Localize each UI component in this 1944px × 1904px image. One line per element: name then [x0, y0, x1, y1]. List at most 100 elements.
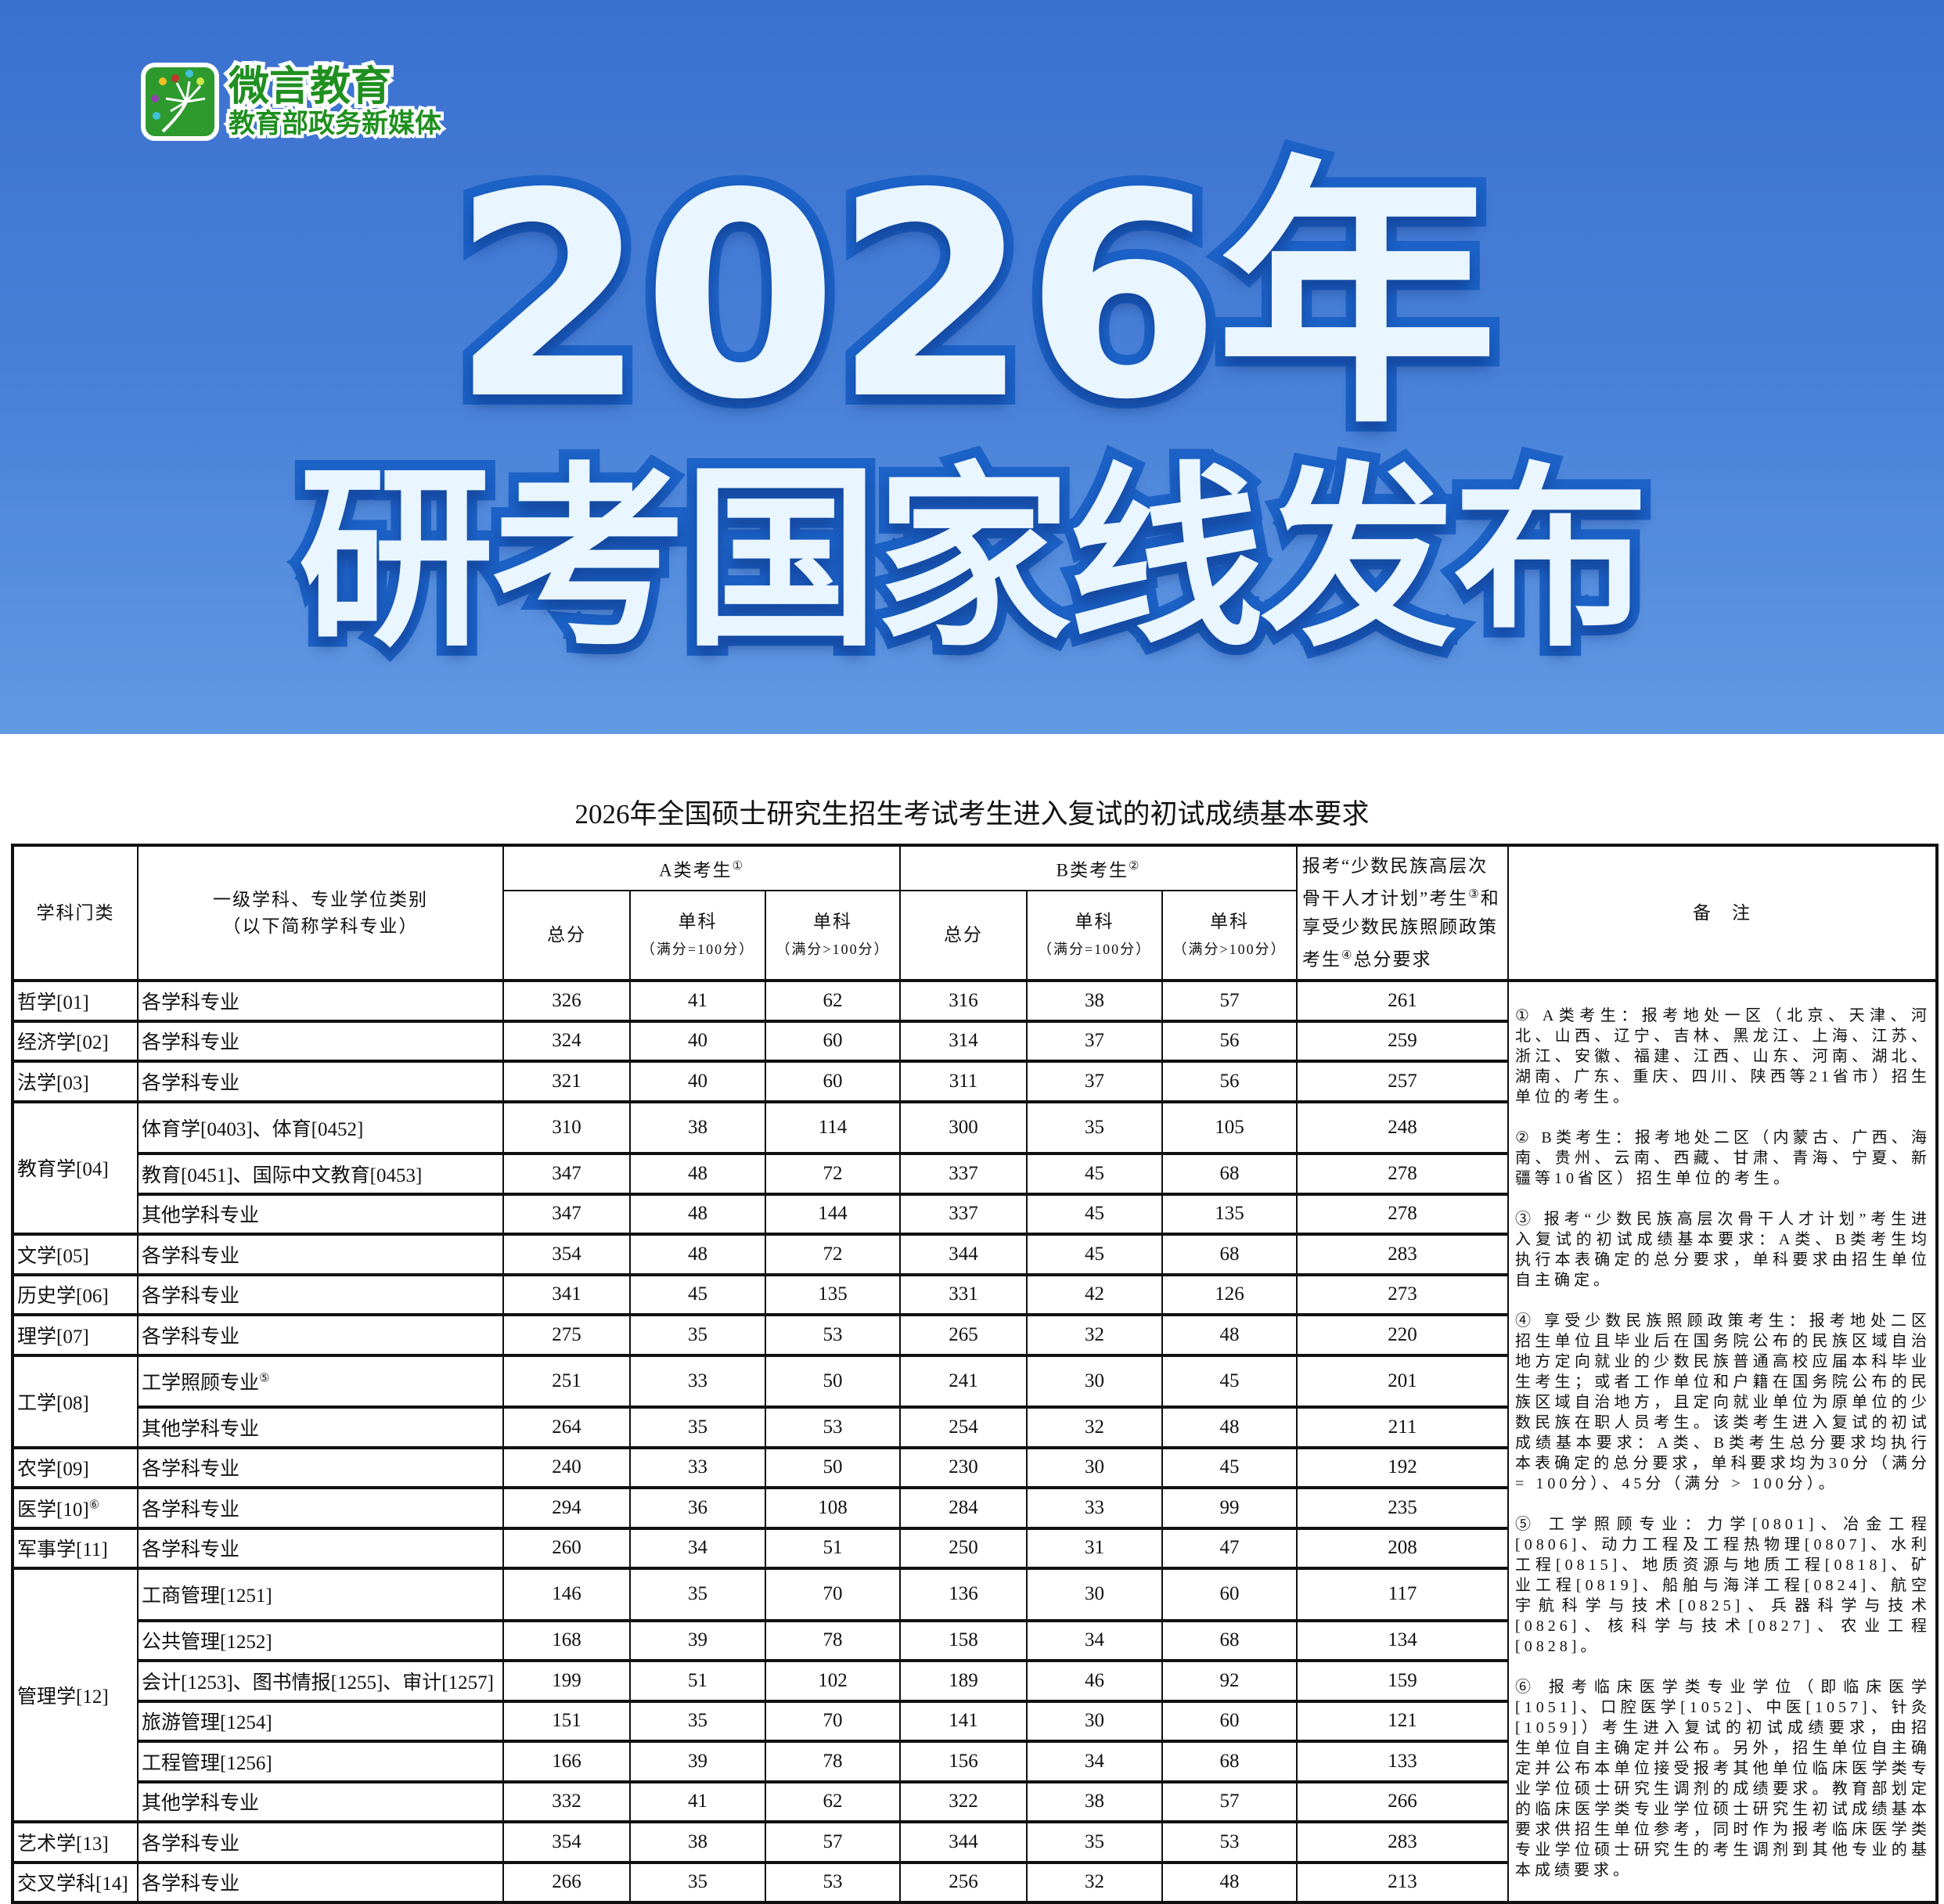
a-single-100-cell: 35	[629, 1700, 766, 1742]
b-total-cell: 189	[899, 1660, 1028, 1702]
a-single-gt100-cell: 62	[764, 1780, 902, 1823]
b-single-gt100-cell: 45	[1161, 1446, 1298, 1488]
table-row: 理学[07] 各学科专业 275 35 53 265 32 48 220	[12, 1314, 1938, 1356]
table-row: 管理学[12] 工商管理[1251] 146 35 70 136 30 60 117	[12, 1567, 1938, 1823]
a-total-cell: 310	[502, 1100, 631, 1154]
subject-cell: 各学科专业	[137, 1060, 504, 1103]
a-single-100-cell: 39	[629, 1740, 766, 1783]
category-label: 农学[09]	[17, 1459, 89, 1481]
minority-total-cell: 266	[1296, 1780, 1510, 1823]
header-single-label: 单科	[813, 911, 853, 931]
note-ref: ④	[1341, 948, 1354, 962]
header-subject-note: （以下简称学科专业）	[222, 916, 419, 936]
table-row: 文学[05] 各学科专业 354 48 72 344 45 68 283	[12, 1233, 1938, 1276]
minority-total-cell: 261	[1296, 980, 1510, 1022]
b-total-cell: 337	[899, 1193, 1028, 1235]
table-row: 经济学[02] 各学科专业 324 40 60 314 37 56 259	[12, 1020, 1938, 1062]
a-total-cell: 321	[502, 1060, 631, 1103]
a-total-cell: 347	[502, 1193, 631, 1235]
subject-label: 各学科专业	[142, 1326, 240, 1348]
b-single-gt100-cell: 99	[1161, 1487, 1298, 1529]
table-row: 哲学[01] 各学科专业 326 41 62 316 38 57 261 ① A类考生：报考地处一…	[12, 980, 1939, 1903]
header-minority: 报考“少数民族高层次骨干人才计划”考生③和享受少数民族照顾政策考生④总分要求	[1296, 844, 1510, 981]
minority-total-cell: 278	[1296, 1153, 1510, 1195]
a-single-100-cell: 45	[629, 1273, 766, 1316]
a-single-100-cell: 33	[629, 1446, 766, 1488]
header-single: 单科 （满分=100分）	[1026, 890, 1164, 981]
b-single-100-cell: 35	[1026, 1821, 1164, 1863]
b-single-gt100-cell: 48	[1161, 1861, 1298, 1903]
subject-cell: 各学科专业	[137, 1233, 504, 1276]
subject-cell: 工程管理[1256]	[137, 1740, 504, 1783]
subject-cell: 工学照顾专业⑤	[137, 1354, 504, 1408]
subject-label: 各学科专业	[142, 992, 240, 1013]
b-single-gt100-cell: 56	[1161, 1020, 1298, 1062]
minority-total-cell: 192	[1296, 1446, 1510, 1488]
b-single-100-cell: 37	[1026, 1060, 1164, 1103]
header-full-score: （满分>100分）	[1172, 941, 1287, 957]
category-label: 军事学[11]	[17, 1539, 108, 1561]
a-total-cell: 354	[502, 1233, 631, 1276]
category-cell: 理学[07]	[12, 1314, 139, 1356]
table-row: 艺术学[13] 各学科专业 354 38 57 344 35 53 283	[12, 1821, 1938, 1863]
header-category: 学科门类	[12, 844, 139, 981]
note-item: ① A类考生：报考地处一区（北京、天津、河北、山西、辽宁、吉林、黑龙江、上海、江…	[1515, 1007, 1931, 1106]
note-item: ⑤ 工学照顾专业：力学[0801]、冶金工程[0806]、动力工程及工程热物理[…	[1515, 1516, 1931, 1655]
subject-label: 其他学科专业	[142, 1793, 260, 1815]
a-single-100-cell: 48	[629, 1153, 766, 1195]
note-ref: ⑥	[88, 1499, 100, 1512]
subject-label: 各学科专业	[142, 1286, 240, 1308]
subject-label: 各学科专业	[142, 1459, 240, 1481]
a-total-cell: 168	[502, 1619, 631, 1661]
category-label: 艺术学[13]	[17, 1833, 109, 1855]
header-full-score: （满分>100分）	[776, 941, 890, 957]
b-total-cell: 241	[899, 1354, 1028, 1408]
a-single-gt100-cell: 60	[764, 1020, 902, 1062]
header-subject: 一级学科、专业学位类别 （以下简称学科专业）	[137, 844, 504, 981]
a-single-100-cell: 40	[629, 1060, 766, 1103]
b-single-gt100-cell: 126	[1161, 1273, 1298, 1316]
subject-label: 工程管理[1256]	[142, 1752, 272, 1774]
category-cell: 经济学[02]	[12, 1020, 139, 1062]
b-total-cell: 344	[899, 1233, 1028, 1276]
remarks-notes: ① A类考生：报考地处一区（北京、天津、河北、山西、辽宁、吉林、黑龙江、上海、江…	[1507, 980, 1939, 1903]
minority-total-cell: 201	[1296, 1354, 1510, 1408]
a-single-gt100-cell: 60	[764, 1060, 902, 1103]
note-item: ⑥ 报考临床医学类专业学位（即临床医学[1051]、口腔医学[1052]、中医[…	[1515, 1679, 1931, 1879]
minority-total-cell: 117	[1296, 1567, 1510, 1621]
minority-total-cell: 121	[1296, 1700, 1510, 1742]
b-single-100-cell: 38	[1026, 1780, 1164, 1823]
a-single-100-cell: 40	[629, 1020, 766, 1062]
b-single-gt100-cell: 92	[1161, 1660, 1298, 1702]
a-single-100-cell: 35	[629, 1567, 766, 1621]
headline-main: 研考国家线发布	[288, 436, 1659, 683]
b-single-100-cell: 35	[1026, 1100, 1164, 1154]
b-single-gt100-cell: 57	[1161, 1780, 1298, 1823]
table-row: 交叉学科[14] 各学科专业 266 35 53 256 32 48 213	[12, 1861, 1938, 1903]
note-ref: ③	[1468, 887, 1481, 901]
a-single-100-cell: 48	[629, 1193, 766, 1235]
b-total-cell: 141	[899, 1700, 1028, 1742]
header-minority-label: 总分要求	[1353, 949, 1432, 970]
minority-total-cell: 133	[1296, 1740, 1510, 1783]
subject-cell: 教育[0451]、国际中文教育[0453]	[137, 1153, 504, 1195]
category-cell: 历史学[06]	[12, 1273, 139, 1316]
minority-total-cell: 134	[1296, 1619, 1510, 1661]
table-row: 其他学科专业 264 35 53 254 32 48 211	[13, 1406, 1938, 1449]
b-single-gt100-cell: 68	[1161, 1153, 1298, 1195]
minority-total-cell: 208	[1296, 1527, 1510, 1569]
category-cell: 工学[08]	[12, 1354, 139, 1449]
table-row: 其他学科专业 347 48 144 337 45 135 278	[13, 1193, 1938, 1235]
a-total-cell: 151	[502, 1700, 631, 1742]
category-label: 哲学[01]	[17, 992, 89, 1013]
b-single-100-cell: 31	[1026, 1527, 1164, 1569]
b-single-gt100-cell: 53	[1161, 1821, 1298, 1863]
a-single-gt100-cell: 72	[764, 1233, 902, 1276]
subject-label: 公共管理[1252]	[142, 1632, 272, 1654]
subject-label: 教育[0451]、国际中文教育[0453]	[142, 1164, 423, 1186]
table-row: 教育学[04] 体育学[0403]、体育[0452] 310 38 114 300 35 10…	[12, 1100, 1938, 1235]
a-single-100-cell: 39	[629, 1619, 766, 1661]
subject-label: 各学科专业	[142, 1499, 240, 1521]
subject-cell: 公共管理[1252]	[137, 1619, 504, 1661]
table-row: 其他学科专业 332 41 62 322 38 57 266	[13, 1780, 1938, 1823]
